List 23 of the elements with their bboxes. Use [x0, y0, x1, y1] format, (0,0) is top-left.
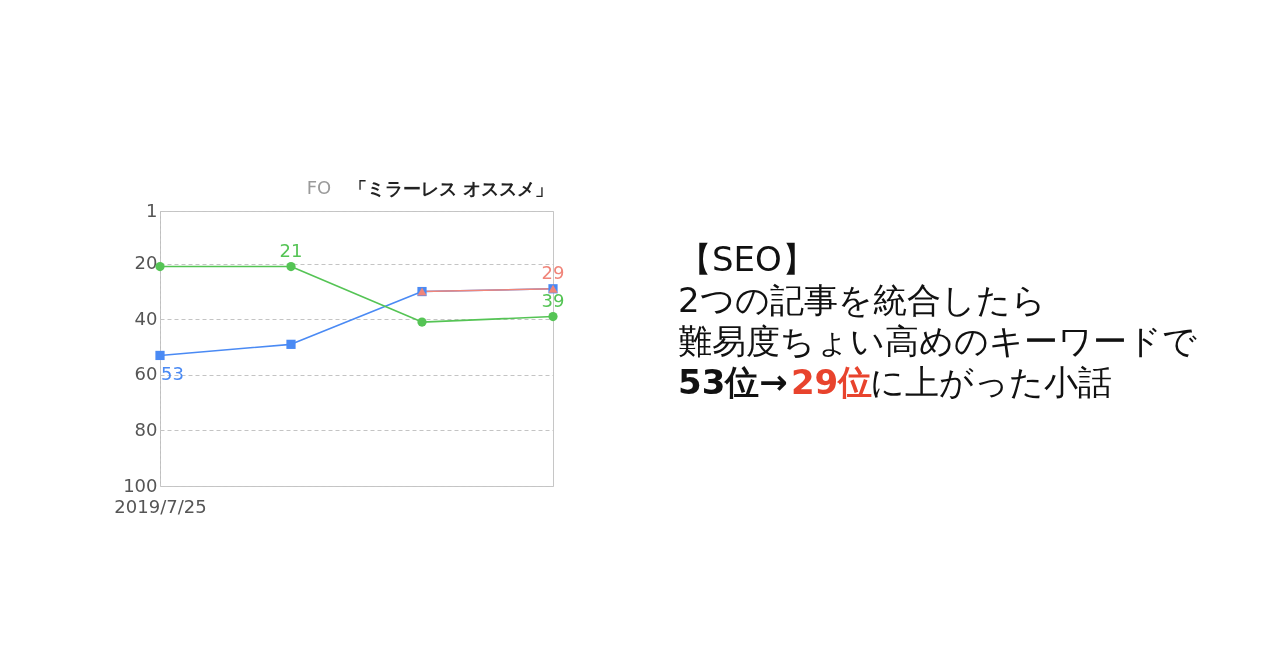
y-tick-label: 40	[134, 307, 158, 329]
point	[286, 339, 296, 349]
text: 29位	[790, 362, 873, 402]
data-label: 21	[279, 239, 303, 261]
point	[548, 311, 558, 322]
x-tick-label: 2019/7/25	[114, 495, 207, 517]
data-label: 29	[541, 261, 565, 283]
y-tick-label: 1	[146, 199, 158, 221]
text: FO	[306, 177, 332, 198]
y-tick-label: 80	[134, 418, 158, 440]
text: 2つの記事を統合したら	[678, 280, 1046, 320]
data-label: 39	[541, 289, 565, 311]
data-label: 53	[161, 363, 184, 385]
chart-title: 「ミラーレス オススメ」	[348, 178, 553, 199]
text: 【SEO】	[678, 239, 816, 279]
point	[286, 261, 296, 272]
point	[417, 317, 427, 327]
text: 53位→	[678, 362, 788, 402]
y-tick-label: 100	[123, 474, 158, 496]
y-tick-label: 20	[134, 252, 158, 274]
point	[155, 350, 165, 361]
text: 難易度ちょい高めのキーワードで	[678, 321, 1197, 361]
y-tick-label: 60	[134, 363, 158, 385]
